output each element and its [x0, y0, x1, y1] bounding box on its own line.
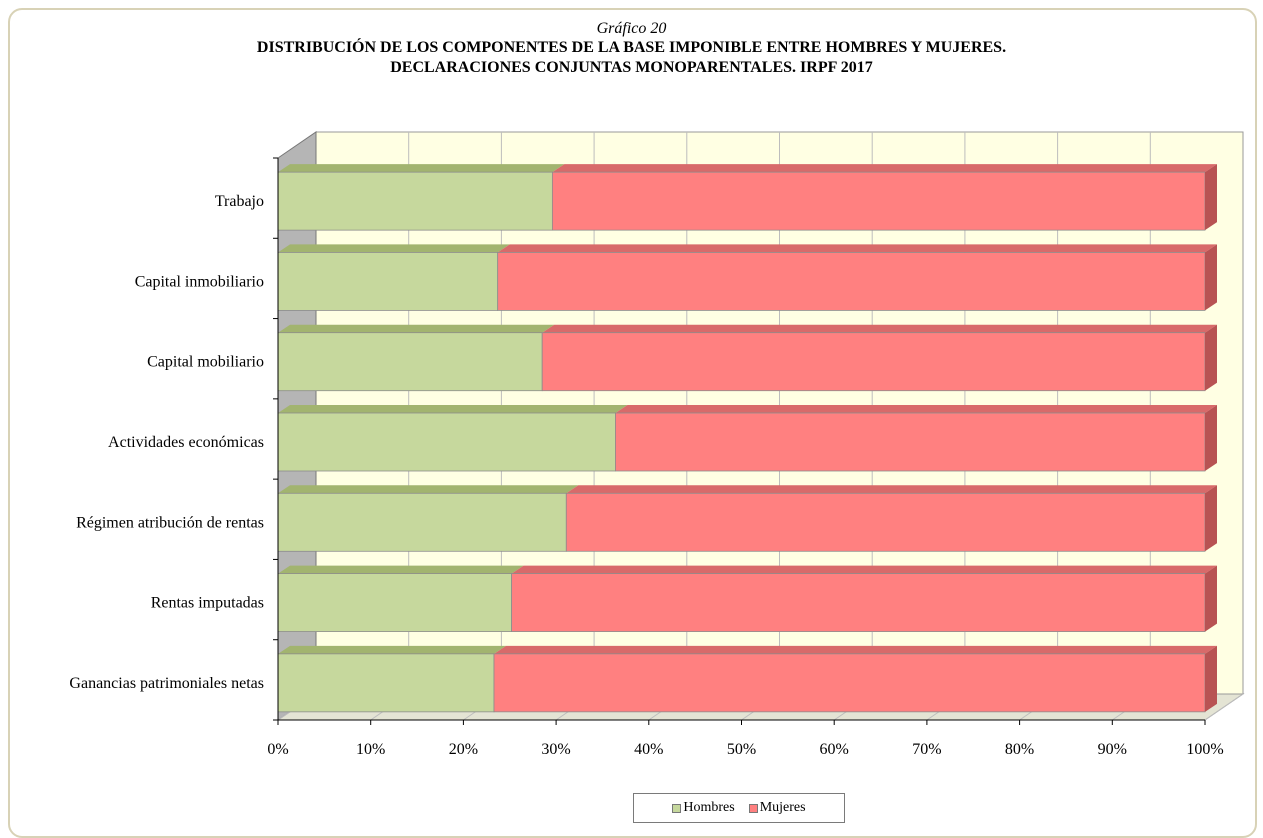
x-tick-label: 60% [820, 741, 849, 758]
legend-label-mujeres: Mujeres [759, 800, 806, 815]
x-tick-label: 0% [267, 741, 288, 758]
legend-swatch-mujeres [748, 803, 758, 813]
bar-top-mujeres [542, 324, 1217, 333]
bar-top-hombres [278, 324, 555, 333]
bar-side [1205, 244, 1217, 311]
bar-top-hombres [278, 565, 524, 574]
x-tick-label: 90% [1098, 741, 1127, 758]
category-label: Trabajo [215, 193, 264, 210]
x-tick-label: 20% [449, 741, 478, 758]
x-tick-label: 70% [912, 741, 941, 758]
x-tick-label: 10% [356, 741, 385, 758]
bar-top-mujeres [493, 645, 1218, 654]
bar-top-hombres [278, 645, 506, 654]
chart-title-block: Gráfico 20 DISTRIBUCIÓN DE LOS COMPONENT… [0, 20, 1263, 78]
bar-mujeres [565, 492, 1206, 552]
bar-mujeres [541, 332, 1206, 392]
bar-top-hombres [278, 164, 565, 173]
bar-hombres [277, 252, 499, 311]
bar-hombres [277, 653, 495, 713]
bar-top-mujeres [511, 565, 1217, 574]
bar-hombres [277, 492, 567, 552]
chart-title-line-2: DECLARACIONES CONJUNTAS MONOPARENTALES. … [390, 59, 873, 76]
legend-swatch-hombres [672, 803, 682, 813]
bar-mujeres [615, 412, 1206, 472]
bar-side [1205, 485, 1217, 552]
bar-top-hombres [278, 405, 628, 413]
bar-mujeres [493, 653, 1206, 713]
bar-hombres [277, 412, 616, 472]
x-tick-label: 40% [634, 741, 663, 758]
legend-item-mujeres: Mujeres [748, 800, 806, 816]
bar-top-mujeres [566, 485, 1217, 494]
bar-mujeres [551, 171, 1206, 231]
bar-hombres [277, 332, 543, 392]
category-label: Ganancias patrimoniales netas [69, 675, 264, 692]
bar-hombres [277, 573, 513, 632]
chart-title-line-1: DISTRIBUCIÓN DE LOS COMPONENTES DE LA BA… [256, 39, 1007, 56]
bar-top-mujeres [615, 405, 1217, 413]
floor-gridline [1204, 693, 1244, 721]
bar-mujeres [511, 573, 1206, 632]
bar-hombres [277, 171, 553, 231]
x-tick-label: 50% [727, 741, 756, 758]
bar-top-hombres [278, 244, 510, 253]
bar-top-mujeres [552, 164, 1217, 173]
category-label: Régimen atribución de rentas [76, 514, 264, 531]
x-tick-label: 100% [1186, 741, 1223, 758]
bar-side [1205, 645, 1217, 712]
category-label: Rentas imputadas [151, 595, 264, 612]
legend-label-hombres: Hombres [683, 800, 735, 815]
category-label: Capital mobiliario [147, 354, 264, 371]
category-label: Capital inmobiliario [135, 273, 264, 290]
legend: Hombres Mujeres [633, 793, 845, 823]
category-label: Actividades económicas [108, 434, 264, 451]
legend-item-hombres: Hombres [672, 800, 735, 816]
bar-side [1205, 405, 1217, 471]
bar-side [1205, 324, 1217, 391]
x-tick-label: 80% [1005, 741, 1034, 758]
x-tick-label: 30% [541, 741, 570, 758]
bar-top-mujeres [497, 244, 1218, 253]
chart-subtitle: Gráfico 20 [596, 20, 667, 37]
bar-mujeres [497, 252, 1206, 311]
bar-top-hombres [278, 485, 579, 494]
bar-side [1205, 164, 1217, 231]
bar-side [1205, 565, 1217, 632]
